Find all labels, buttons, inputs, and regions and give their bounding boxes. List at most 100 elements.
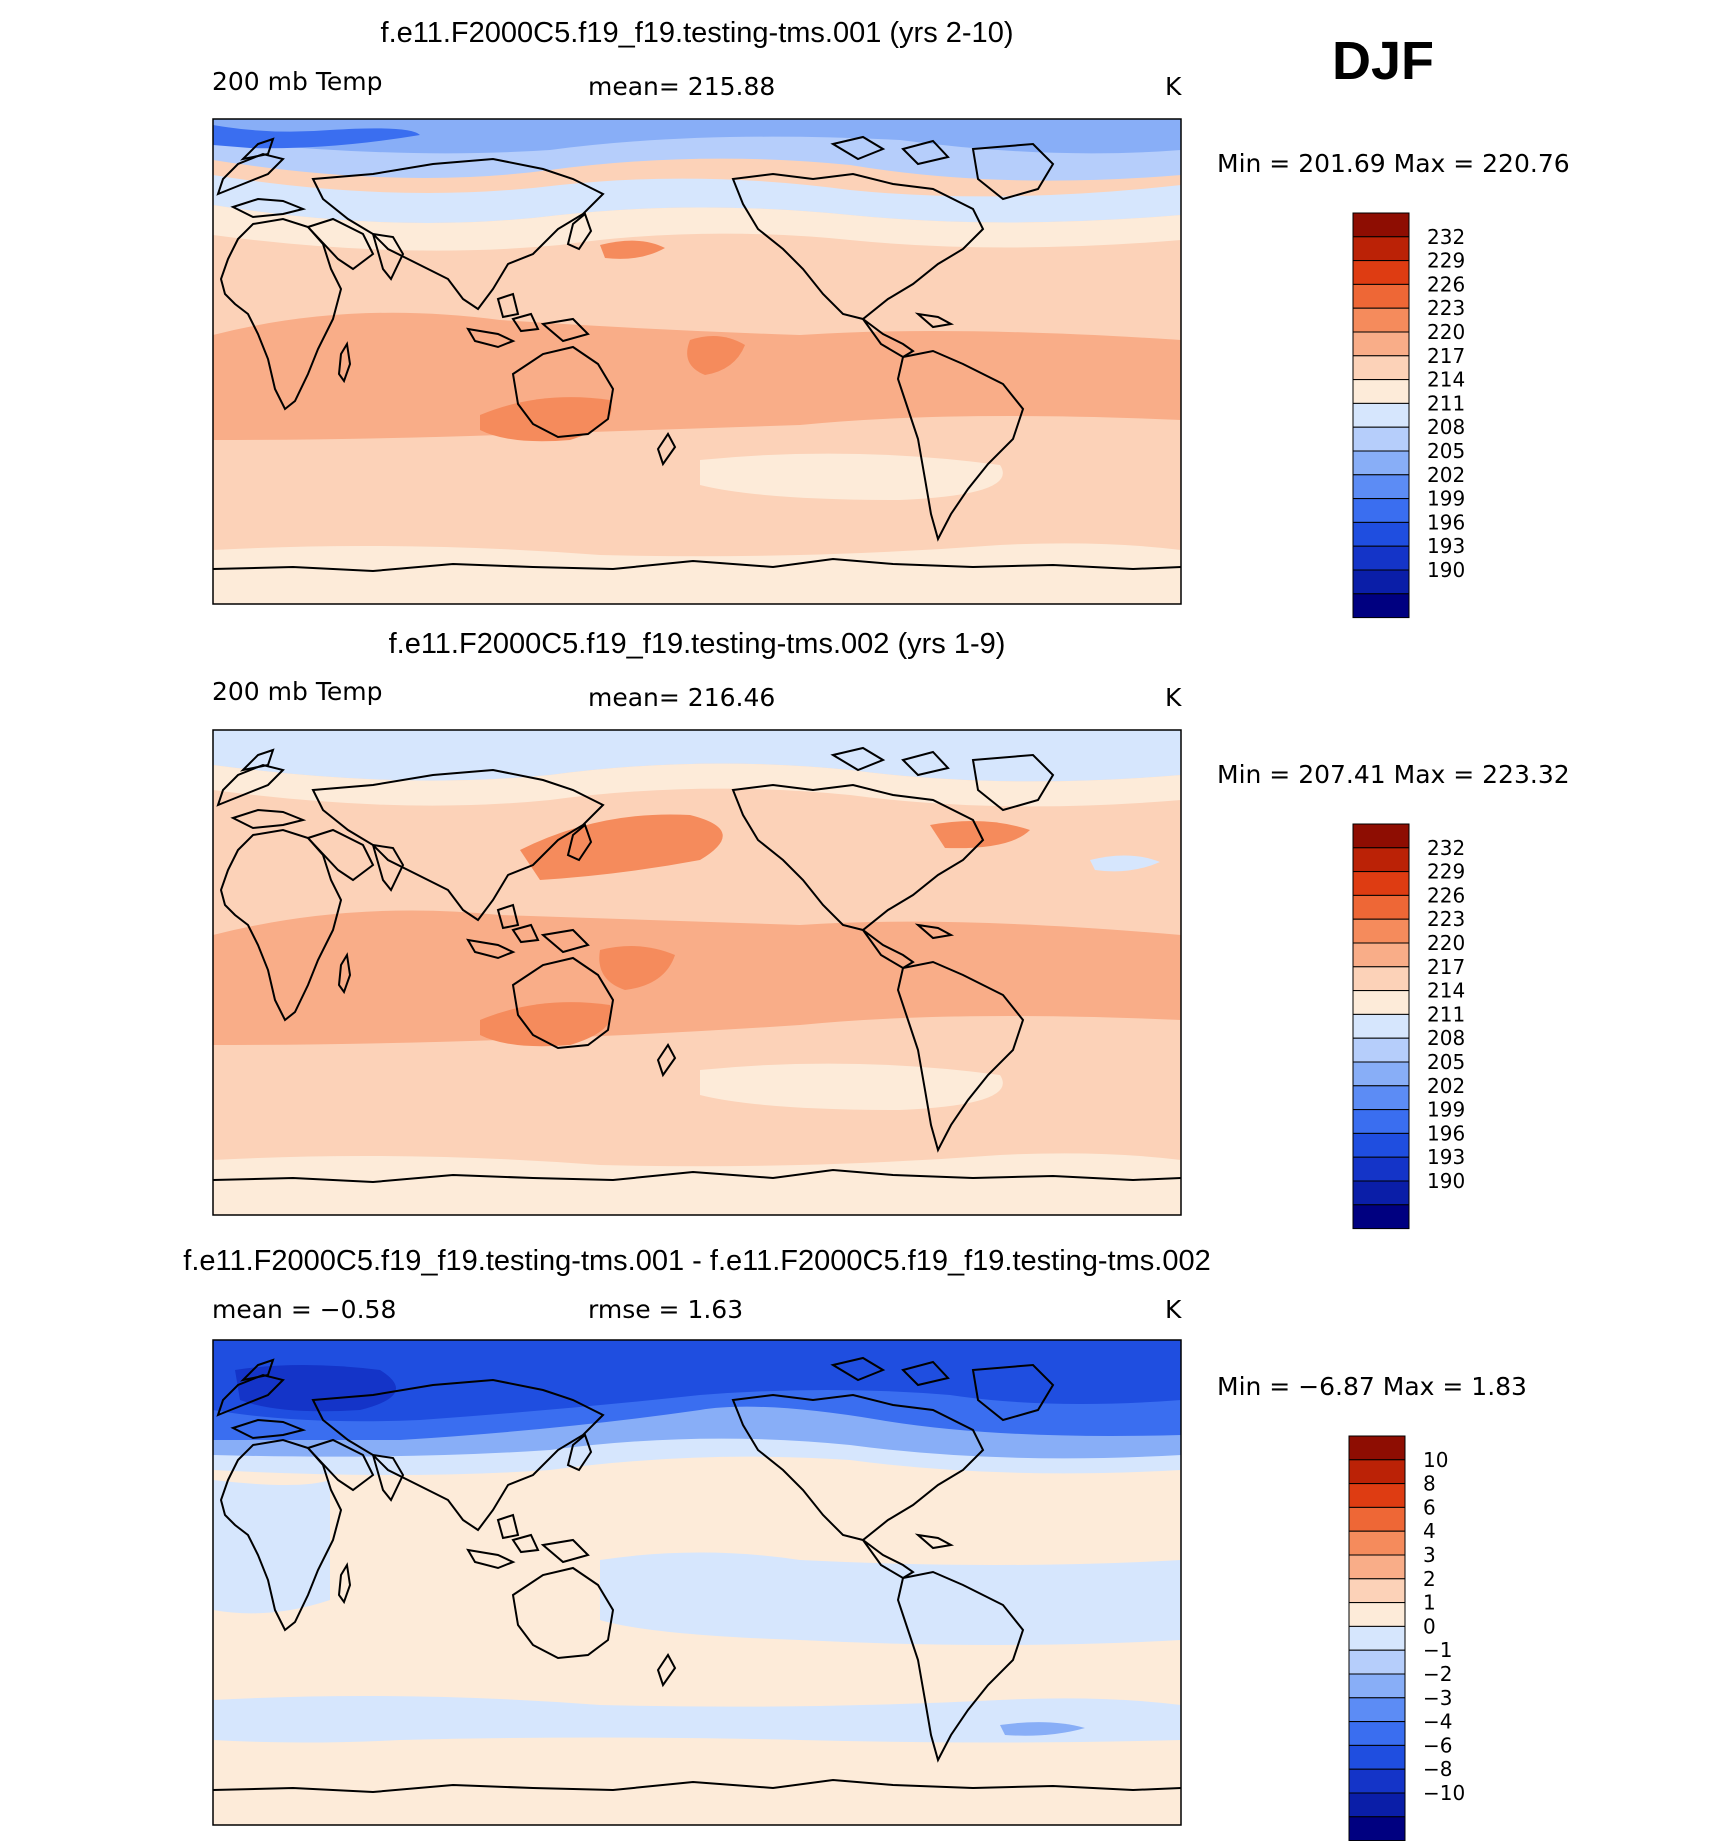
colorbar-box <box>1348 1816 1406 1841</box>
colorbar-tick-label: 193 <box>1427 534 1465 558</box>
colorbar-box <box>1352 1156 1410 1182</box>
colorbar-box <box>1352 402 1410 428</box>
colorbar-tick-label: 193 <box>1427 1145 1465 1169</box>
colorbar-box <box>1352 307 1410 333</box>
panel3-map-frame <box>212 1339 1182 1826</box>
colorbar-tick-label: 220 <box>1427 931 1465 955</box>
season-label: DJF <box>1332 31 1434 91</box>
panel2-units-label: K <box>1165 683 1182 712</box>
colorbar-tick-label: 10 <box>1423 1448 1448 1472</box>
colorbar-box <box>1352 260 1410 285</box>
panel3-units-label: K <box>1165 1295 1182 1324</box>
colorbar-tick-label: −3 <box>1423 1686 1452 1710</box>
panel2-field-cool-atlantic <box>1090 855 1160 872</box>
colorbar-tick-label: −8 <box>1423 1757 1452 1781</box>
colorbar-box <box>1348 1483 1406 1508</box>
colorbar-tick-label: 2 <box>1423 1567 1436 1591</box>
panel3-field-southern-core <box>1000 1722 1085 1736</box>
colorbar-box <box>1352 379 1410 404</box>
colorbar-tick-label: 1 <box>1423 1591 1436 1615</box>
colorbar-box <box>1352 474 1410 500</box>
colorbar-tick-label: 205 <box>1427 1050 1465 1074</box>
panel1-field-subpolar <box>213 175 1181 223</box>
colorbar-tick-label: 199 <box>1427 487 1465 511</box>
colorbar-box <box>1352 426 1410 452</box>
panel-case2: f.e11.F2000C5.f19_f19.testing-tms.002 (y… <box>212 628 1570 1230</box>
panel2-variable-label: 200 mb Temp <box>212 677 382 706</box>
colorbar-tick-label: −6 <box>1423 1733 1452 1757</box>
panel1-field-southern <box>213 543 1181 604</box>
panel2-title: f.e11.F2000C5.f19_f19.testing-tms.002 (y… <box>389 628 1006 660</box>
colorbar-box <box>1352 942 1410 968</box>
colorbar-tick-label: 199 <box>1427 1098 1465 1122</box>
panel2-field-warm-north <box>520 814 723 880</box>
panel1-field-warm-pool <box>687 336 745 375</box>
colorbar-box <box>1348 1649 1406 1675</box>
panel2-minmax-label: Min = 207.41 Max = 223.32 <box>1217 760 1570 789</box>
colorbar-box <box>1352 871 1410 896</box>
colorbar-box <box>1352 498 1410 523</box>
colorbar-box <box>1352 569 1410 595</box>
colorbar-box <box>1348 1744 1406 1770</box>
panel3-field-eurasia-core <box>235 1365 396 1412</box>
colorbar-box <box>1348 1697 1406 1723</box>
colorbar-box <box>1352 331 1410 357</box>
colorbar-box <box>1352 1109 1410 1134</box>
colorbar-box <box>1352 1061 1410 1087</box>
colorbar-box <box>1348 1506 1406 1532</box>
colorbar-tick-label: 226 <box>1427 272 1465 296</box>
colorbar-box <box>1352 1132 1410 1158</box>
colorbar-box <box>1348 1554 1406 1580</box>
panel3-minmax-label: Min = −6.87 Max = 1.83 <box>1217 1372 1527 1401</box>
colorbar-box <box>1352 355 1410 381</box>
colorbar-box <box>1352 823 1410 849</box>
panel3-map <box>213 1340 1181 1825</box>
colorbar-box <box>1348 1435 1406 1461</box>
colorbar-tick-label: 211 <box>1427 1002 1465 1026</box>
panel1-title: f.e11.F2000C5.f19_f19.testing-tms.001 (y… <box>381 17 1014 49</box>
colorbar-tick-label: 3 <box>1423 1543 1436 1567</box>
panel2-field-arctic <box>213 730 1181 782</box>
panel1-minmax-label: Min = 201.69 Max = 220.76 <box>1217 149 1570 178</box>
panel1-colorbar: 2322292262232202172142112082052021991961… <box>1352 212 1465 619</box>
colorbar-tick-label: 190 <box>1427 558 1465 582</box>
colorbar-box <box>1348 1578 1406 1604</box>
colorbar-tick-label: 205 <box>1427 439 1465 463</box>
colorbar-tick-label: 4 <box>1423 1519 1436 1543</box>
colorbar-tick-label: −10 <box>1423 1781 1465 1805</box>
colorbar-tick-label: 8 <box>1423 1472 1436 1496</box>
colorbar-box <box>1348 1625 1406 1651</box>
panel1-field-warm-aus <box>480 397 612 442</box>
panel1-variable-label: 200 mb Temp <box>212 67 382 96</box>
colorbar-tick-label: 223 <box>1427 296 1465 320</box>
colorbar-tick-label: 196 <box>1427 510 1465 534</box>
colorbar-box <box>1352 521 1410 547</box>
colorbar-box <box>1352 1180 1410 1206</box>
colorbar-box <box>1352 212 1410 238</box>
panel-case1: f.e11.F2000C5.f19_f19.testing-tms.001 (y… <box>212 17 1570 619</box>
panel2-field-warm-aus <box>480 1002 612 1047</box>
panel3-mean-label: mean = −0.58 <box>212 1295 396 1324</box>
colorbar-tick-label: 220 <box>1427 320 1465 344</box>
colorbar-tick-label: 232 <box>1427 836 1465 860</box>
colorbar-box <box>1352 1085 1410 1111</box>
panel2-colorbar: 2322292262232202172142112082052021991961… <box>1352 823 1465 1230</box>
panel2-field-subpolar <box>213 763 1181 807</box>
colorbar-tick-label: 211 <box>1427 391 1465 415</box>
panel1-field-tropics <box>213 312 1181 440</box>
colorbar-box <box>1352 1204 1410 1230</box>
colorbar-tick-label: 217 <box>1427 344 1465 368</box>
colorbar-box <box>1352 918 1410 944</box>
panel1-map <box>213 119 1181 604</box>
colorbar-tick-label: 190 <box>1427 1169 1465 1193</box>
colorbar-box <box>1348 1602 1406 1627</box>
colorbar-box <box>1352 966 1410 992</box>
colorbar-box <box>1348 1530 1406 1556</box>
colorbar-tick-label: 202 <box>1427 1074 1465 1098</box>
colorbar-box <box>1352 1013 1410 1039</box>
colorbar-tick-label: 214 <box>1427 368 1465 392</box>
panel1-field-midlat <box>213 205 1181 251</box>
colorbar-box <box>1352 593 1410 619</box>
panel2-map <box>213 730 1181 1215</box>
